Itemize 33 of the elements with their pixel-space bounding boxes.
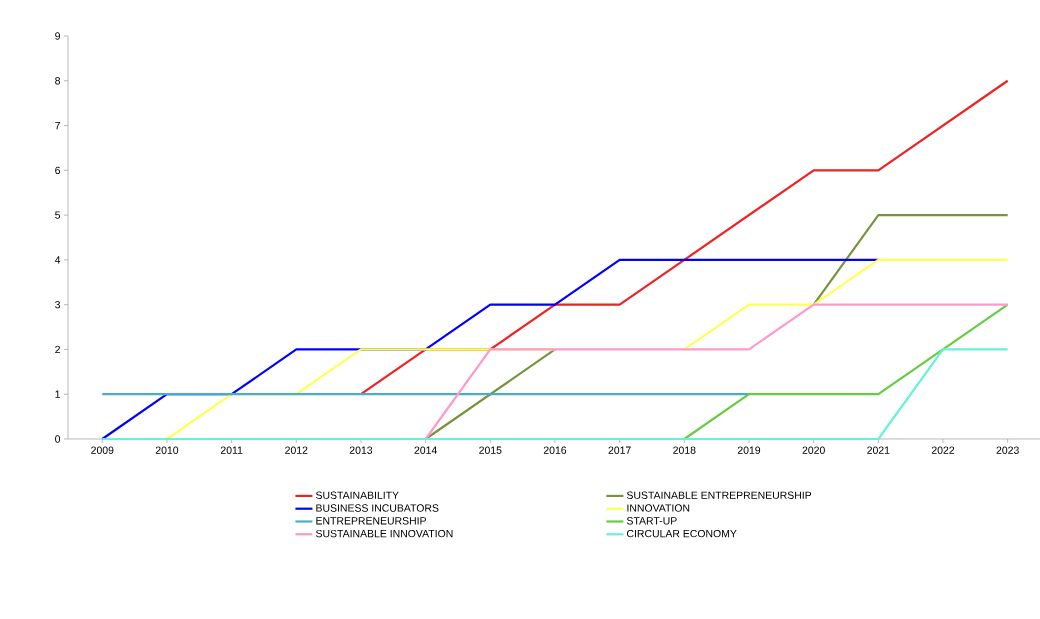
x-tick-label: 2013 [349, 446, 373, 454]
y-tick-label: 4 [54, 256, 61, 264]
legend-label: INNOVATION [627, 504, 690, 512]
y-tick-label: 3 [55, 300, 61, 309]
y-tick-label: 0 [55, 435, 61, 443]
x-tick-label: 2020 [802, 446, 825, 454]
x-tick-label: 2010 [155, 446, 179, 454]
y-tick-label: 6 [55, 166, 61, 175]
legend-label: SUSTAINABLE INNOVATION [315, 529, 453, 538]
y-tick-label: 9 [55, 32, 60, 40]
legend-label: CIRCULAR ECONOMY [626, 529, 737, 538]
y-tick-label: 8 [55, 77, 61, 85]
x-tick-label: 2015 [479, 446, 502, 454]
legend-label: ENTREPRENEURSHIP [316, 517, 426, 525]
x-tick-label: 2011 [220, 446, 243, 454]
x-tick-label: 2023 [996, 446, 1019, 454]
x-tick-label: 2009 [91, 446, 114, 454]
y-tick-label: 1 [55, 390, 60, 398]
x-tick-label: 2017 [608, 446, 631, 454]
y-tick-label: 2 [55, 345, 60, 354]
x-tick-label: 2019 [737, 446, 761, 454]
legend-label: SUSTAINABLE ENTREPRENEURSHIP [626, 491, 812, 499]
y-tick-label: 5 [55, 211, 61, 219]
x-tick-label: 2022 [931, 446, 955, 454]
x-tick-label: 2014 [414, 446, 437, 454]
x-tick-label: 2016 [543, 446, 567, 454]
legend-label: SUSTAINABILITY [315, 491, 399, 499]
x-tick-label: 2021 [867, 446, 890, 454]
legend-label: BUSINESS INCUBATORS [316, 504, 439, 512]
x-tick-label: 2018 [673, 446, 696, 454]
legend-label: START-UP [626, 517, 677, 525]
x-tick-label: 2012 [285, 446, 308, 454]
y-tick-label: 7 [55, 121, 60, 130]
